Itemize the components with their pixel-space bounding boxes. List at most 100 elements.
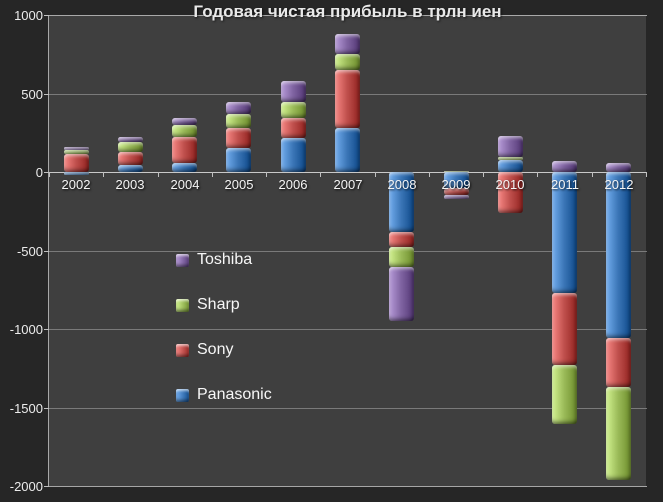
x-axis-tick	[429, 172, 430, 177]
bar-segment-panasonic-2010[interactable]	[498, 160, 523, 172]
bar-segment-toshiba-2010[interactable]	[498, 135, 523, 158]
y-axis-label: 500	[21, 87, 43, 102]
y-axis-label: 0	[35, 165, 43, 180]
bar-segment-sony-2003[interactable]	[118, 151, 143, 166]
legend-item-sharp[interactable]: Sharp	[176, 296, 240, 314]
gridline	[49, 15, 647, 16]
x-axis-tick	[212, 172, 213, 177]
x-axis-label: 2006	[278, 177, 308, 192]
bar-segment-sharp-2006[interactable]	[281, 102, 306, 119]
x-axis-tick	[375, 172, 376, 177]
chart-title: Годовая чистая прибыль в трлн иен	[193, 2, 502, 21]
bar-segment-sony-2002[interactable]	[64, 153, 89, 172]
bar-segment-sharp-2003[interactable]	[118, 142, 143, 152]
bar-segment-panasonic-2003[interactable]	[118, 165, 143, 172]
x-axis-tick	[537, 172, 538, 177]
x-axis-tick	[592, 172, 593, 177]
y-axis-tick	[44, 94, 49, 95]
bar-segment-sharp-2004[interactable]	[172, 124, 197, 137]
gridline	[49, 329, 647, 330]
bar-segment-sony-2011[interactable]	[552, 293, 577, 365]
x-axis-tick	[49, 172, 50, 177]
bar-segment-sharp-2012[interactable]	[606, 387, 631, 480]
bar-segment-toshiba-2005[interactable]	[226, 102, 251, 115]
bar-segment-sony-2009[interactable]	[444, 188, 469, 195]
legend-label: Toshiba	[197, 251, 253, 268]
y-axis-label: 1000	[14, 8, 43, 23]
x-axis-tick	[483, 172, 484, 177]
x-axis-label: 2010	[495, 177, 525, 192]
legend-item-toshiba[interactable]: Toshiba	[176, 251, 252, 269]
x-axis-tick	[320, 172, 321, 177]
x-axis-label: 2007	[333, 177, 363, 192]
bar-segment-sharp-2009[interactable]	[444, 171, 469, 172]
bar-segment-sony-2008[interactable]	[389, 231, 414, 248]
x-axis-label: 2003	[115, 177, 145, 192]
bar-segment-panasonic-2012[interactable]	[606, 172, 631, 339]
bar-segment-panasonic-2007[interactable]	[335, 127, 360, 172]
y-axis-tick	[44, 408, 49, 409]
legend-item-sony[interactable]: Sony	[176, 341, 233, 359]
y-axis-label: -2000	[9, 479, 43, 494]
bar-segment-sharp-2010[interactable]	[498, 157, 523, 161]
legend-swatch-icon	[176, 253, 189, 267]
x-axis-label: 2008	[387, 177, 417, 192]
x-axis-label: 2002	[61, 177, 91, 192]
bar-segment-sharp-2008[interactable]	[389, 247, 414, 267]
bar-segment-panasonic-2002[interactable]	[64, 172, 89, 176]
x-axis-tick	[646, 172, 647, 177]
legend-label: Sharp	[197, 296, 240, 313]
y-axis-tick	[44, 15, 49, 16]
gridline	[49, 486, 647, 487]
bar-segment-panasonic-2006[interactable]	[281, 137, 306, 172]
bar-segment-sharp-2007[interactable]	[335, 53, 360, 70]
x-axis-label: 2012	[604, 177, 634, 192]
bar-segment-toshiba-2012[interactable]	[606, 163, 631, 172]
bar-segment-panasonic-2005[interactable]	[226, 147, 251, 172]
legend-label: Sony	[197, 341, 234, 358]
bar-segment-toshiba-2007[interactable]	[335, 33, 360, 54]
legend-label: Panasonic	[197, 386, 272, 403]
y-axis-label: -500	[16, 244, 43, 259]
y-axis-tick	[44, 172, 49, 173]
bar-segment-toshiba-2002[interactable]	[64, 146, 89, 150]
gridline	[49, 408, 647, 409]
x-axis-tick	[266, 172, 267, 177]
legend-swatch-icon	[176, 343, 189, 357]
x-axis-tick	[158, 172, 159, 177]
bar-segment-sony-2007[interactable]	[335, 69, 360, 128]
bar-segment-sharp-2005[interactable]	[226, 114, 251, 129]
legend-swatch-icon	[176, 298, 189, 312]
y-axis-tick	[44, 329, 49, 330]
gridline	[49, 172, 647, 173]
legend-item-panasonic[interactable]: Panasonic	[176, 386, 272, 404]
bar-segment-panasonic-2009[interactable]	[444, 172, 469, 189]
bar-segment-panasonic-2011[interactable]	[552, 172, 577, 294]
bar-segment-sony-2005[interactable]	[226, 128, 251, 148]
bar-segment-panasonic-2004[interactable]	[172, 162, 197, 172]
x-axis-tick	[103, 172, 104, 177]
bar-segment-toshiba-2011[interactable]	[552, 161, 577, 172]
x-axis-label: 2005	[224, 177, 254, 192]
bar-segment-sharp-2011[interactable]	[552, 364, 577, 425]
legend-swatch-icon	[176, 388, 189, 402]
bar-segment-sony-2006[interactable]	[281, 118, 306, 138]
bar-segment-sony-2004[interactable]	[172, 136, 197, 163]
gridline	[49, 251, 647, 252]
x-axis-label: 2004	[170, 177, 200, 192]
y-axis-label: -1500	[9, 401, 43, 416]
bar-segment-sony-2010[interactable]	[498, 172, 523, 213]
y-axis-tick	[44, 486, 49, 487]
bar-segment-toshiba-2003[interactable]	[118, 137, 143, 142]
bar-segment-toshiba-2004[interactable]	[172, 117, 197, 125]
y-axis-label: -1000	[9, 322, 43, 337]
bar-segment-toshiba-2008[interactable]	[389, 266, 414, 321]
bar-segment-toshiba-2006[interactable]	[281, 80, 306, 103]
x-axis-label: 2009	[441, 177, 471, 192]
bar-segment-panasonic-2008[interactable]	[389, 172, 414, 232]
bar-segment-sony-2012[interactable]	[606, 338, 631, 388]
bar-segment-sharp-2002[interactable]	[64, 149, 89, 154]
bar-segment-toshiba-2009[interactable]	[444, 194, 469, 199]
y-axis-tick	[44, 251, 49, 252]
